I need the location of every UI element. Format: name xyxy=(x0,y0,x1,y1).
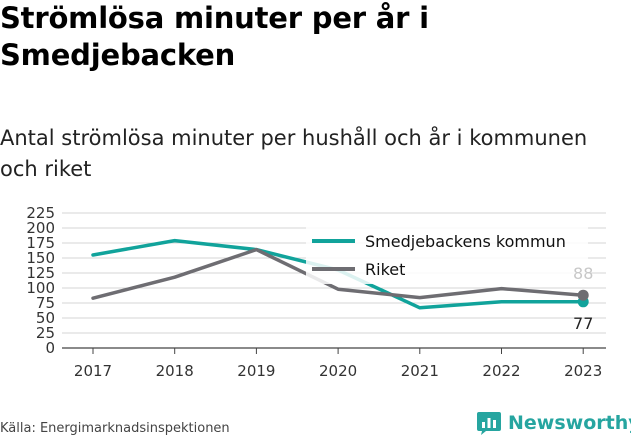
y-tick-label: 75 xyxy=(36,294,55,312)
series-line-riket xyxy=(91,247,585,300)
y-tick-label: 225 xyxy=(26,204,55,222)
x-axis: 2017 2018 2019 2020 2021 2022 2023 xyxy=(74,348,602,380)
end-point xyxy=(577,289,589,301)
y-tick-label: 100 xyxy=(26,279,55,297)
brand-name: Newsworthy xyxy=(508,412,631,434)
x-tick-label: 2022 xyxy=(482,362,520,380)
newsworthy-logo-icon xyxy=(477,412,501,435)
y-tick-label: 175 xyxy=(26,234,55,252)
x-tick-label: 2019 xyxy=(237,362,275,380)
chart-subtitle: Antal strömlösa minuter per hushåll och … xyxy=(0,126,588,181)
end-value-label: 77 xyxy=(573,314,593,333)
y-tick-label: 50 xyxy=(36,309,55,327)
source-note: Källa: Energimarknadsinspektionen xyxy=(0,421,230,436)
x-tick-label: 2020 xyxy=(319,362,357,380)
x-tick-label: 2017 xyxy=(74,362,112,380)
x-tick-label: 2021 xyxy=(401,362,439,380)
y-tick-label: 150 xyxy=(26,249,55,267)
brand-logo: Newsworthy xyxy=(476,410,631,436)
end-value-label: 88 xyxy=(573,264,593,283)
chart-title: Strömlösa minuter per år i Smedjebacken xyxy=(0,1,429,72)
x-tick-label: 2018 xyxy=(156,362,194,380)
legend: Smedjebackens kommun Riket xyxy=(306,222,588,284)
legend-background xyxy=(306,222,588,284)
y-tick-label: 0 xyxy=(45,339,55,357)
end-labels: 77 88 xyxy=(573,264,593,333)
y-tick-label: 25 xyxy=(36,324,55,342)
legend-label: Riket xyxy=(365,260,405,279)
x-tick-label: 2023 xyxy=(564,362,602,380)
y-tick-label: 200 xyxy=(26,219,55,237)
y-tick-label: 125 xyxy=(26,264,55,282)
legend-label: Smedjebackens kommun xyxy=(365,232,566,251)
